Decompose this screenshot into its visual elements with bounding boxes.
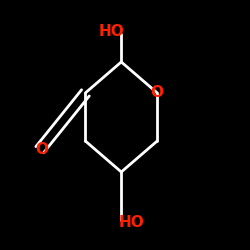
Text: HO: HO [118, 215, 144, 230]
Text: O: O [36, 142, 49, 157]
Text: O: O [151, 85, 164, 100]
Text: HO: HO [98, 24, 124, 38]
